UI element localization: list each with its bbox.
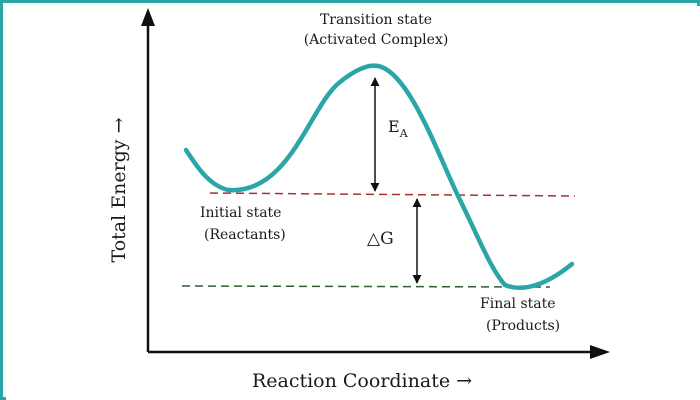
product-energy-level <box>181 285 551 288</box>
x-axis-arrowhead <box>590 345 610 359</box>
x-axis-label: Reaction Coordinate → <box>252 370 472 392</box>
transition-state-label: Transition state <box>320 12 432 28</box>
initial-state-label: Initial state <box>200 205 281 221</box>
final-state-label: Final state <box>480 296 556 312</box>
y-axis-arrowhead <box>141 8 155 26</box>
activated-complex-label: (Activated Complex) <box>304 32 449 48</box>
reaction-energy-curve <box>183 63 575 290</box>
reactants-label: (Reactants) <box>204 227 286 243</box>
activation-energy-symbol: EA <box>388 117 409 140</box>
products-label: (Products) <box>486 318 560 334</box>
delta-g-label: △G <box>367 229 394 249</box>
activation-energy-subscript: A <box>399 127 409 140</box>
reactant-energy-level <box>209 192 576 197</box>
y-axis-label: Total Energy → <box>108 117 130 262</box>
activation-energy-main: E <box>388 117 400 136</box>
